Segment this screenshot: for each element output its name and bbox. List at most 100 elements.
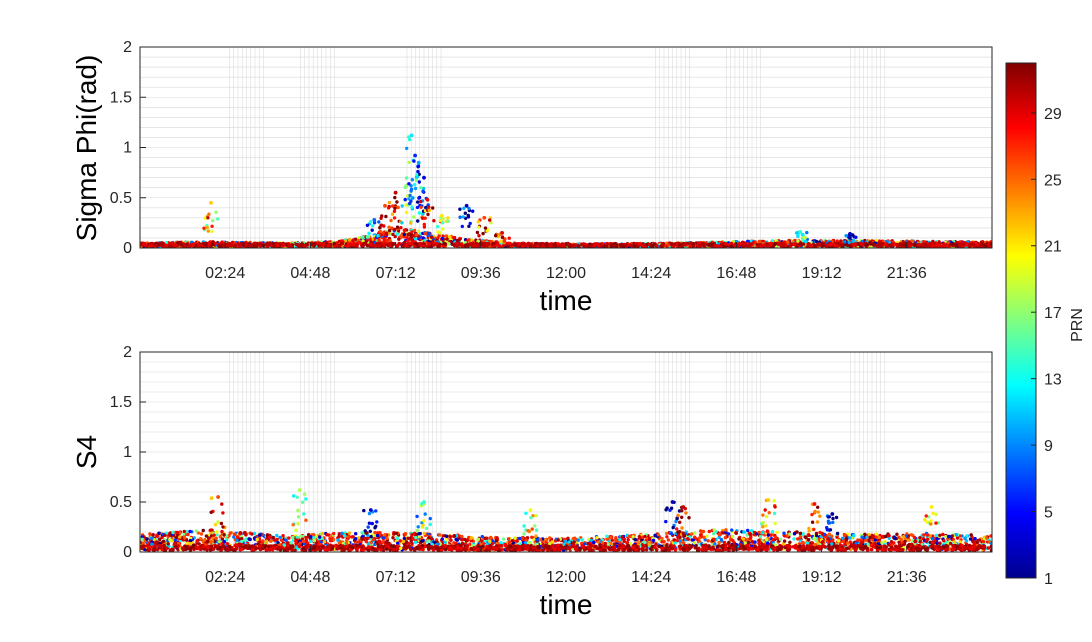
data-point bbox=[789, 242, 794, 246]
data-point bbox=[211, 218, 215, 223]
data-point bbox=[196, 243, 201, 247]
data-point bbox=[699, 529, 703, 533]
data-point bbox=[413, 237, 418, 241]
data-point bbox=[476, 220, 480, 224]
x-tick-label: 16:48 bbox=[716, 265, 756, 282]
data-point bbox=[419, 205, 423, 209]
data-point bbox=[353, 237, 358, 241]
x-tick-label: 07:12 bbox=[376, 265, 416, 282]
data-point bbox=[233, 243, 238, 248]
data-point bbox=[573, 243, 577, 248]
data-point bbox=[798, 538, 802, 542]
data-point bbox=[803, 239, 808, 244]
data-point bbox=[746, 239, 750, 243]
data-point bbox=[628, 243, 633, 247]
data-point bbox=[407, 135, 411, 139]
data-point bbox=[387, 228, 392, 233]
data-point bbox=[938, 244, 942, 248]
data-point bbox=[868, 241, 872, 246]
data-point bbox=[408, 201, 412, 206]
data-point bbox=[414, 242, 419, 246]
data-point bbox=[801, 242, 806, 246]
data-point bbox=[407, 182, 411, 186]
data-point bbox=[419, 186, 423, 190]
data-point bbox=[210, 224, 214, 228]
data-point bbox=[393, 227, 397, 232]
data-point bbox=[713, 244, 717, 248]
data-point bbox=[409, 235, 413, 239]
data-point bbox=[413, 183, 417, 187]
data-point bbox=[706, 539, 710, 543]
data-point bbox=[500, 235, 505, 240]
data-point bbox=[967, 243, 972, 247]
data-point bbox=[416, 219, 420, 223]
data-point bbox=[440, 221, 445, 225]
data-point bbox=[402, 235, 406, 239]
data-point bbox=[326, 243, 331, 248]
data-point bbox=[421, 212, 425, 216]
data-point bbox=[441, 217, 445, 221]
peak-point bbox=[416, 160, 421, 165]
data-point bbox=[934, 533, 939, 537]
data-point bbox=[406, 232, 410, 237]
peak-point bbox=[413, 153, 417, 158]
data-point bbox=[889, 243, 894, 247]
data-point bbox=[618, 243, 623, 248]
data-point bbox=[391, 232, 395, 237]
data-point bbox=[427, 231, 431, 236]
top-panel: 00.511.52 02:24 04:48 07:12 09:36 12:00 14:24… bbox=[71, 39, 993, 316]
data-point bbox=[770, 239, 775, 243]
data-point bbox=[821, 243, 826, 247]
data-point bbox=[894, 242, 899, 247]
data-point bbox=[461, 215, 465, 219]
data-point bbox=[777, 242, 782, 246]
data-point bbox=[471, 209, 475, 213]
x-tick-label: 14:24 bbox=[631, 265, 671, 282]
data-point bbox=[589, 244, 594, 248]
data-point bbox=[475, 230, 480, 235]
peak-point bbox=[422, 175, 426, 180]
data-point bbox=[765, 242, 770, 247]
data-point bbox=[391, 536, 395, 540]
data-point bbox=[786, 240, 790, 244]
data-point bbox=[457, 238, 461, 242]
data-point bbox=[672, 242, 677, 246]
data-point bbox=[338, 244, 342, 248]
data-point bbox=[258, 242, 263, 247]
data-point bbox=[954, 243, 959, 247]
data-point bbox=[329, 244, 333, 248]
data-point bbox=[360, 235, 364, 239]
data-point bbox=[463, 211, 467, 215]
data-point bbox=[218, 244, 223, 248]
data-point bbox=[536, 244, 541, 248]
data-point bbox=[421, 236, 425, 240]
data-point bbox=[447, 242, 451, 246]
data-point bbox=[203, 216, 207, 220]
data-point bbox=[378, 242, 383, 246]
data-point bbox=[402, 228, 406, 233]
data-point bbox=[420, 216, 425, 220]
data-point bbox=[347, 237, 352, 242]
data-point bbox=[806, 243, 811, 247]
data-point bbox=[378, 226, 382, 230]
data-point bbox=[650, 244, 655, 248]
bottom-scatter-points bbox=[140, 488, 992, 552]
data-point bbox=[458, 215, 462, 219]
data-point bbox=[440, 537, 444, 541]
data-point bbox=[874, 532, 879, 536]
data-point bbox=[288, 244, 293, 248]
data-point bbox=[711, 532, 716, 536]
data-point bbox=[407, 137, 412, 142]
peak-point bbox=[439, 213, 444, 218]
y-tick-label: 1 bbox=[123, 140, 132, 157]
data-point bbox=[393, 195, 397, 200]
data-point bbox=[688, 244, 692, 248]
data-point bbox=[921, 244, 925, 248]
data-point bbox=[419, 199, 423, 204]
data-point bbox=[388, 238, 392, 243]
data-point bbox=[805, 230, 809, 235]
data-point bbox=[241, 242, 245, 246]
data-point bbox=[661, 242, 666, 246]
data-point bbox=[416, 165, 420, 169]
data-point bbox=[843, 240, 847, 244]
